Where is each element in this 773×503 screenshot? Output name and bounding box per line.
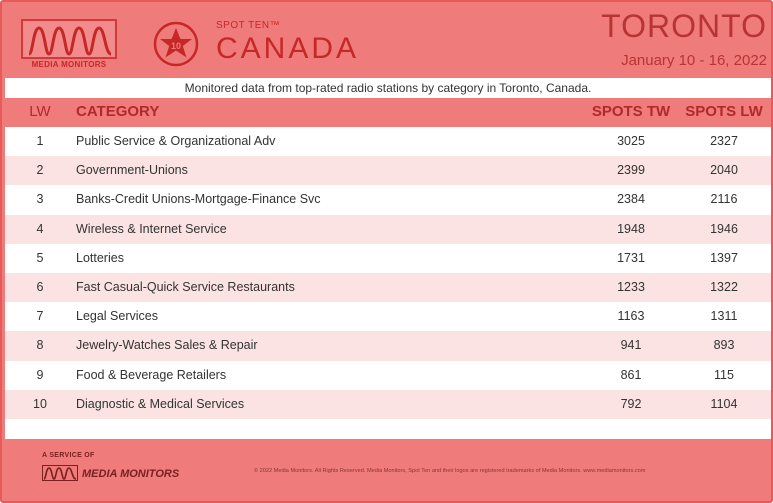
table-row: 10 Diagnostic & Medical Services 792 1104 bbox=[5, 389, 771, 419]
spots-tw-cell: 1233 bbox=[617, 279, 645, 294]
table-body: 1 Public Service & Organizational Adv 3025… bbox=[5, 127, 771, 419]
rank-cell: 1 bbox=[36, 134, 44, 148]
rank-cell: 4 bbox=[36, 221, 44, 236]
header-category: CATEGORY bbox=[76, 103, 160, 120]
table-row: 3 Banks-Credit Unions-Mortgage-Finance Sv… bbox=[5, 185, 771, 215]
rank-cell: 9 bbox=[36, 367, 44, 382]
category-cell: Food & Beverage Retailers bbox=[76, 367, 227, 382]
category-cell: Legal Services bbox=[76, 309, 158, 324]
table-spacer bbox=[5, 419, 771, 439]
table-row: 4 Wireless & Internet Service 1948 1946 bbox=[5, 214, 771, 244]
spots-lw-cell: 2040 bbox=[710, 163, 738, 178]
table-row: 5 Lotteries 1731 1397 bbox=[5, 243, 771, 273]
spot-ten-label: SPOT TEN™ bbox=[216, 20, 281, 31]
spots-lw-cell: 115 bbox=[714, 367, 734, 382]
category-cell: Jewelry-Watches Sales & Repair bbox=[76, 338, 258, 353]
rank-cell: 10 bbox=[33, 396, 47, 411]
star-badge-icon: 10 bbox=[152, 20, 200, 68]
table-row: 7 Legal Services 1163 1311 bbox=[5, 302, 771, 332]
spots-tw-cell: 2384 bbox=[617, 192, 645, 207]
category-cell: Public Service & Organizational Adv bbox=[76, 134, 276, 148]
service-of-label: A SERVICE OF bbox=[42, 452, 95, 459]
waveform-icon bbox=[21, 19, 117, 59]
category-cell: Lotteries bbox=[76, 250, 124, 265]
spots-tw-cell: 1163 bbox=[617, 309, 645, 324]
spots-lw-cell: 1104 bbox=[710, 396, 738, 411]
copyright: © 2022 Media Monitors. All Rights Reserv… bbox=[254, 468, 646, 474]
header: MEDIA MONITORS 10 SPOT TEN™ CANADA TORON… bbox=[2, 2, 771, 77]
spots-lw-cell: 1311 bbox=[710, 309, 738, 324]
spots-lw-cell: 2327 bbox=[710, 134, 738, 148]
category-cell: Government-Unions bbox=[76, 163, 188, 178]
header-spots-tw: SPOTS TW bbox=[591, 103, 671, 120]
spots-lw-cell: 893 bbox=[713, 338, 735, 353]
spots-lw-cell: 1946 bbox=[710, 221, 738, 236]
rank-cell: 8 bbox=[36, 338, 44, 353]
rank-cell: 7 bbox=[36, 309, 44, 324]
media-monitors-logo: MEDIA MONITORS bbox=[21, 19, 117, 69]
table-header: LW CATEGORY SPOTS TW SPOTS LW bbox=[5, 98, 771, 127]
header-lw: LW bbox=[29, 103, 51, 120]
logo-text: MEDIA MONITORS bbox=[31, 60, 107, 69]
rank-cell: 6 bbox=[36, 279, 44, 294]
country-title: CANADA bbox=[216, 32, 360, 65]
spots-tw-cell: 861 bbox=[620, 367, 642, 382]
rank-cell: 2 bbox=[36, 163, 44, 178]
spots-lw-cell: 2116 bbox=[710, 192, 738, 207]
ranking-table: LW CATEGORY SPOTS TW SPOTS LW 1 Public Se… bbox=[5, 98, 771, 419]
spots-lw-cell: 1397 bbox=[710, 250, 738, 265]
spots-tw-cell: 792 bbox=[620, 396, 642, 411]
spots-tw-cell: 3025 bbox=[617, 134, 645, 148]
table-row: 9 Food & Beverage Retailers 861 115 bbox=[5, 360, 771, 390]
badge-number: 10 bbox=[171, 41, 181, 51]
subtitle: Monitored data from top-rated radio stat… bbox=[5, 78, 771, 98]
category-cell: Diagnostic & Medical Services bbox=[76, 396, 245, 411]
spots-lw-cell: 1322 bbox=[710, 279, 738, 294]
spots-tw-cell: 1731 bbox=[617, 250, 645, 265]
table-row: 6 Fast Casual-Quick Service Restaurants 12… bbox=[5, 272, 771, 303]
category-cell: Fast Casual-Quick Service Restaurants bbox=[76, 279, 295, 294]
table-row: 8 Jewelry-Watches Sales & Repair 941 893 bbox=[5, 331, 771, 361]
city-title: TORONTO bbox=[601, 8, 767, 44]
footer-waveform-icon bbox=[42, 464, 78, 482]
spots-tw-cell: 941 bbox=[620, 338, 642, 353]
spots-tw-cell: 1948 bbox=[617, 221, 645, 236]
date-range: January 10 - 16, 2022 bbox=[621, 52, 767, 69]
rank-cell: 3 bbox=[36, 192, 44, 207]
header-spots-lw: SPOTS LW bbox=[685, 103, 763, 120]
category-cell: Banks-Credit Unions-Mortgage-Finance Svc bbox=[76, 192, 321, 207]
category-cell: Wireless & Internet Service bbox=[76, 221, 227, 236]
spots-tw-cell: 2399 bbox=[617, 163, 645, 178]
footer-brand: MEDIA MONITORS bbox=[82, 468, 180, 480]
table-row: 1 Public Service & Organizational Adv 3025… bbox=[5, 127, 771, 157]
table-row: 2 Government-Unions 2399 2040 bbox=[5, 156, 771, 186]
rank-cell: 5 bbox=[36, 250, 44, 265]
